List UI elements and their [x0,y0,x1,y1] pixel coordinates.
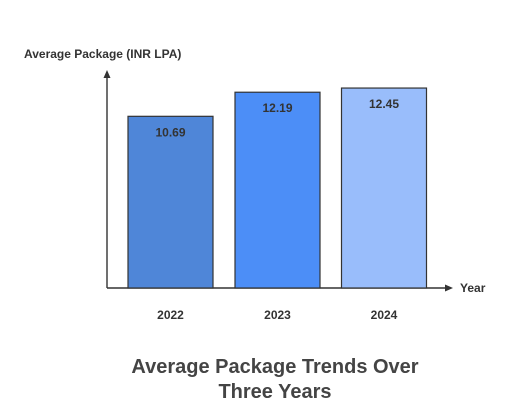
chart-title-line-2: Three Years [218,381,331,403]
bar-2024 [340,87,428,289]
y-axis-label: Average Package (INR LPA) [24,47,181,61]
data-label-2024: 12.45 [369,97,399,111]
y-axis-arrow-icon [103,70,111,78]
bars-group: 10.69 2022 12.19 2023 12.45 2024 [127,87,428,322]
x-axis-arrow-icon [445,284,453,292]
bar-2023 [234,91,321,289]
chart-title-line-1: Average Package Trends Over [131,356,418,378]
data-label-2023: 12.19 [262,101,292,115]
x-tick-label-2022: 2022 [157,308,184,322]
x-axis-label: Year [460,281,486,295]
x-tick-label-2024: 2024 [371,308,398,322]
data-label-2022: 10.69 [155,125,185,139]
bar-2022 [127,115,214,289]
x-tick-label-2023: 2023 [264,308,291,322]
